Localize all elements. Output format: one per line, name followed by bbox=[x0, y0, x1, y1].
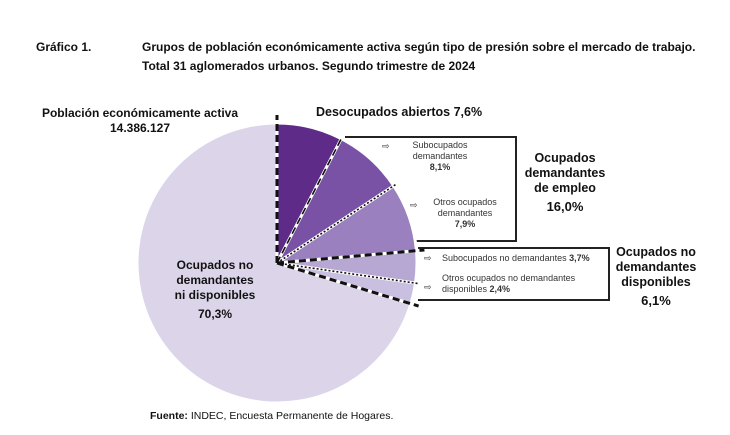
label-subocupados-demandantes: Subocupados demandantes 8,1% bbox=[395, 140, 485, 173]
label-value: 3,7% bbox=[569, 253, 590, 263]
label-value: 7,9% bbox=[454, 219, 476, 229]
label-otros-no-demandantes: Otros ocupados no demandantes disponibles… bbox=[442, 273, 575, 295]
chart-title: Grupos de población económicamente activ… bbox=[142, 40, 696, 54]
arrow-icon: ⇨ bbox=[424, 253, 432, 263]
label-subocupados-no-demandantes: Subocupados no demandantes 3,7% bbox=[442, 253, 590, 263]
label-line: demandantes bbox=[176, 273, 254, 287]
source-text: INDEC, Encuesta Permanente de Hogares. bbox=[187, 410, 394, 422]
slice-separator bbox=[276, 136, 343, 264]
group-box-demandantes bbox=[345, 136, 517, 242]
label-value: 7,6% bbox=[453, 105, 483, 119]
label-name: Subocupados no demandantes bbox=[442, 253, 567, 263]
group-label-demandantes: Ocupados demandantes de empleo 16,0% bbox=[515, 151, 615, 214]
label-line: demandantes bbox=[437, 208, 493, 218]
label-name: Desocupados abiertos bbox=[316, 105, 451, 119]
source-note: Fuente: INDEC, Encuesta Permanente de Ho… bbox=[150, 410, 393, 422]
label-ocupados-no-demandantes: Ocupados no demandantes ni disponibles 70,3… bbox=[160, 258, 270, 322]
label-line: de empleo bbox=[534, 181, 596, 195]
source-label: Fuente: bbox=[150, 410, 188, 422]
slice-separator bbox=[276, 261, 420, 308]
label-line: Ocupados no bbox=[616, 245, 696, 259]
group-box-no-demandantes bbox=[418, 247, 610, 301]
total-value: 14.386.127 bbox=[109, 121, 171, 135]
label-line: Otros ocupados no demandantes bbox=[442, 273, 576, 283]
label-name: disponibles bbox=[442, 284, 488, 294]
label-value: 6,1% bbox=[641, 293, 671, 308]
label-desocupados: Desocupados abiertos 7,6% bbox=[316, 105, 482, 119]
label-value: 8,1% bbox=[429, 162, 451, 172]
arrow-icon: ⇨ bbox=[382, 141, 390, 151]
pie-slice bbox=[135, 121, 413, 405]
chart-subtitle: Total 31 aglomerados urbanos. Segundo tr… bbox=[142, 59, 476, 73]
label-line: Ocupados bbox=[534, 151, 596, 165]
arrow-icon: ⇨ bbox=[410, 200, 418, 210]
label-line: Ocupados no bbox=[176, 258, 254, 272]
label-line: Otros ocupados bbox=[433, 197, 497, 207]
slice-separator bbox=[276, 248, 425, 265]
chart-number: Gráfico 1. bbox=[36, 40, 92, 54]
label-line: Subocupados bbox=[412, 140, 468, 150]
label-line: ni disponibles bbox=[174, 288, 256, 302]
label-line: disponibles bbox=[621, 275, 691, 289]
label-line: demandantes bbox=[615, 260, 697, 274]
label-line: demandantes bbox=[524, 166, 606, 180]
label-value: 2,4% bbox=[489, 284, 511, 294]
label-value: 16,0% bbox=[546, 199, 584, 214]
label-line: demandantes bbox=[412, 151, 468, 161]
label-otros-demandantes: Otros ocupados demandantes 7,9% bbox=[425, 197, 505, 230]
group-label-no-demandantes: Ocupados no demandantes disponibles 6,1% bbox=[606, 245, 706, 308]
arrow-icon: ⇨ bbox=[424, 282, 432, 292]
total-label: Población económicamente activa bbox=[41, 106, 239, 120]
label-value: 70,3% bbox=[197, 307, 233, 321]
